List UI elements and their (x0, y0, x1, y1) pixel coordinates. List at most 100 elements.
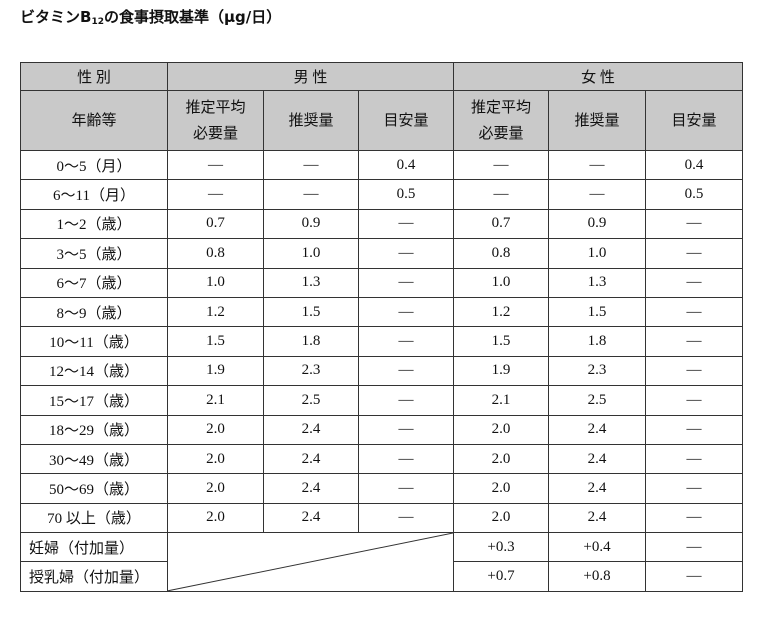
value-cell: 2.0 (453, 473, 550, 504)
diagonal (168, 533, 453, 591)
value-cell: 1.0 (453, 267, 550, 298)
value-cell: 2.5 (263, 385, 359, 416)
value-cell: — (645, 502, 744, 534)
table-row: 0～5（月） — —0.4— —0.4 (20, 149, 744, 181)
value-cell: 0.5 (357, 179, 455, 210)
value-cell: 0.9 (263, 208, 359, 240)
value-cell: 1.0 (167, 267, 264, 298)
title-subscript: 12 (91, 17, 104, 27)
header-cell: 推奨量 (548, 90, 647, 151)
row-label: 6～11（月） (20, 179, 168, 210)
value-cell: 0.4 (357, 149, 455, 181)
table-body: 0～5（月） — —0.4— —0.4 6～11（月） — —0.5— —0.5 1～2（歳） 0… (20, 149, 744, 592)
value-cell: 2.0 (453, 414, 550, 445)
title-text: の食事摂取基準（μg/日） (103, 8, 282, 26)
value-cell: — (357, 238, 455, 269)
value-cell: — (357, 414, 455, 445)
value-cell: +0.3 (453, 532, 550, 563)
table-row: 3～5（歳） 0.8 1.0—0.8 1.0— (20, 238, 744, 269)
value-cell: — (645, 385, 744, 416)
row-label: 8～9（歳） (20, 296, 168, 328)
value-cell: 1.2 (167, 296, 264, 328)
table-title: ビタミンB12の食事摂取基準（μg/日） (20, 6, 281, 27)
value-cell: +0.4 (548, 532, 647, 563)
value-cell: — (548, 149, 647, 181)
value-cell: 2.1 (167, 385, 264, 416)
value-cell: 1.9 (453, 355, 550, 387)
value-cell: — (357, 385, 455, 416)
value-cell: — (357, 296, 455, 328)
row-label: 50～69（歳） (20, 473, 168, 504)
value-cell: 2.5 (548, 385, 647, 416)
row-label: 18～29（歳） (20, 414, 168, 445)
value-cell: — (645, 443, 744, 475)
row-label: 0～5（月） (20, 149, 168, 181)
value-cell: 2.4 (548, 502, 647, 534)
value-cell: 2.0 (167, 443, 264, 475)
value-cell: 1.5 (548, 296, 647, 328)
table-row: 6～7（歳） 1.0 1.3—1.0 1.3— (20, 267, 744, 298)
value-cell: 1.5 (453, 326, 550, 357)
diagonal-line (168, 533, 453, 591)
value-cell: — (357, 267, 455, 298)
value-cell: 2.4 (548, 414, 647, 445)
value-cell: 1.2 (453, 296, 550, 328)
row-label: 妊婦（付加量） (20, 532, 168, 563)
header-cell: 目安量 (645, 90, 744, 151)
value-cell: 0.8 (167, 238, 264, 269)
value-cell: — (357, 443, 455, 475)
value-cell: 2.0 (167, 473, 264, 504)
header-cell: 性 別 (20, 62, 168, 91)
value-cell: 0.7 (453, 208, 550, 240)
value-cell: 1.0 (548, 238, 647, 269)
header-cell: 年齢等 (20, 90, 168, 151)
value-cell: — (357, 502, 455, 534)
table-row: 授乳婦（付加量） +0.7 +0.8— (20, 561, 744, 592)
table-row: 15～17（歳） 2.1 2.5—2.1 2.5— (20, 385, 744, 416)
value-cell: 2.3 (263, 355, 359, 387)
value-cell: 2.1 (453, 385, 550, 416)
value-cell: — (357, 208, 455, 240)
value-cell: — (548, 179, 647, 210)
row-label: 15～17（歳） (20, 385, 168, 416)
value-cell: 0.7 (167, 208, 264, 240)
value-cell: — (645, 355, 744, 387)
empty-merged-cell (166, 532, 455, 592)
header-cell: 目安量 (357, 90, 455, 151)
value-cell: 2.4 (548, 473, 647, 504)
value-cell: 2.4 (263, 443, 359, 475)
header-cell: 推奨量 (263, 90, 359, 151)
value-cell: — (453, 179, 550, 210)
value-cell: — (357, 355, 455, 387)
table-row: 1～2（歳） 0.7 0.9—0.7 0.9— (20, 208, 744, 240)
value-cell: 2.4 (548, 443, 647, 475)
value-cell: — (263, 149, 359, 181)
value-cell: 2.4 (263, 414, 359, 445)
value-cell: — (645, 267, 744, 298)
value-cell: — (645, 473, 744, 504)
value-cell: — (645, 532, 744, 563)
value-cell: — (357, 473, 455, 504)
value-cell: 0.9 (548, 208, 647, 240)
row-label: 授乳婦（付加量） (20, 561, 168, 592)
value-cell: 2.3 (548, 355, 647, 387)
intake-table: 性 別 男 性 女 性 年齢等 推定平均 必要量 推奨量 目安量 推定平均 必要量 推奨… (20, 62, 744, 592)
value-cell: 1.3 (548, 267, 647, 298)
row-label: 70 以上（歳） (20, 502, 168, 534)
value-cell: 2.4 (263, 473, 359, 504)
header-row: 年齢等 推定平均 必要量 推奨量 目安量 推定平均 必要量 推奨量 目安量 (20, 90, 744, 151)
value-cell: — (453, 149, 550, 181)
row-label: 10～11（歳） (20, 326, 168, 357)
value-cell: — (167, 149, 264, 181)
value-cell: — (263, 179, 359, 210)
value-cell: — (645, 296, 744, 328)
row-label: 3～5（歳） (20, 238, 168, 269)
value-cell: 2.0 (167, 502, 264, 534)
value-cell: 1.9 (167, 355, 264, 387)
value-cell: 2.0 (453, 443, 550, 475)
table-row: 8～9（歳） 1.2 1.5—1.2 1.5— (20, 296, 744, 328)
value-cell: 1.5 (263, 296, 359, 328)
value-cell: 1.0 (263, 238, 359, 269)
table-row: 50～69（歳） 2.0 2.4—2.0 2.4— (20, 473, 744, 504)
